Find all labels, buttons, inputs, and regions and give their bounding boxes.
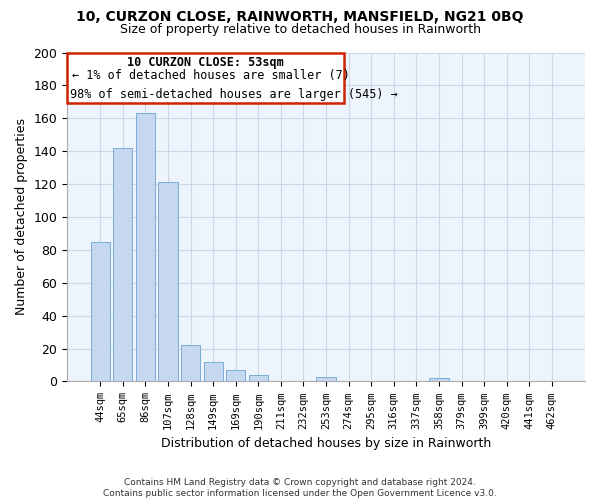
Text: 10, CURZON CLOSE, RAINWORTH, MANSFIELD, NG21 0BQ: 10, CURZON CLOSE, RAINWORTH, MANSFIELD, … xyxy=(76,10,524,24)
Text: 10 CURZON CLOSE: 53sqm: 10 CURZON CLOSE: 53sqm xyxy=(127,56,284,69)
Bar xyxy=(316,376,335,382)
Text: ← 1% of detached houses are smaller (7): ← 1% of detached houses are smaller (7) xyxy=(73,69,350,82)
Bar xyxy=(181,346,200,382)
Bar xyxy=(158,182,178,382)
Bar xyxy=(226,370,245,382)
Bar xyxy=(113,148,133,382)
Text: Contains HM Land Registry data © Crown copyright and database right 2024.
Contai: Contains HM Land Registry data © Crown c… xyxy=(103,478,497,498)
Bar xyxy=(430,378,449,382)
Text: 98% of semi-detached houses are larger (545) →: 98% of semi-detached houses are larger (… xyxy=(70,88,397,101)
Bar xyxy=(203,362,223,382)
Text: Size of property relative to detached houses in Rainworth: Size of property relative to detached ho… xyxy=(119,22,481,36)
X-axis label: Distribution of detached houses by size in Rainworth: Distribution of detached houses by size … xyxy=(161,437,491,450)
Bar xyxy=(136,114,155,382)
Y-axis label: Number of detached properties: Number of detached properties xyxy=(15,118,28,316)
Bar xyxy=(249,375,268,382)
Bar xyxy=(91,242,110,382)
FancyBboxPatch shape xyxy=(67,52,344,104)
